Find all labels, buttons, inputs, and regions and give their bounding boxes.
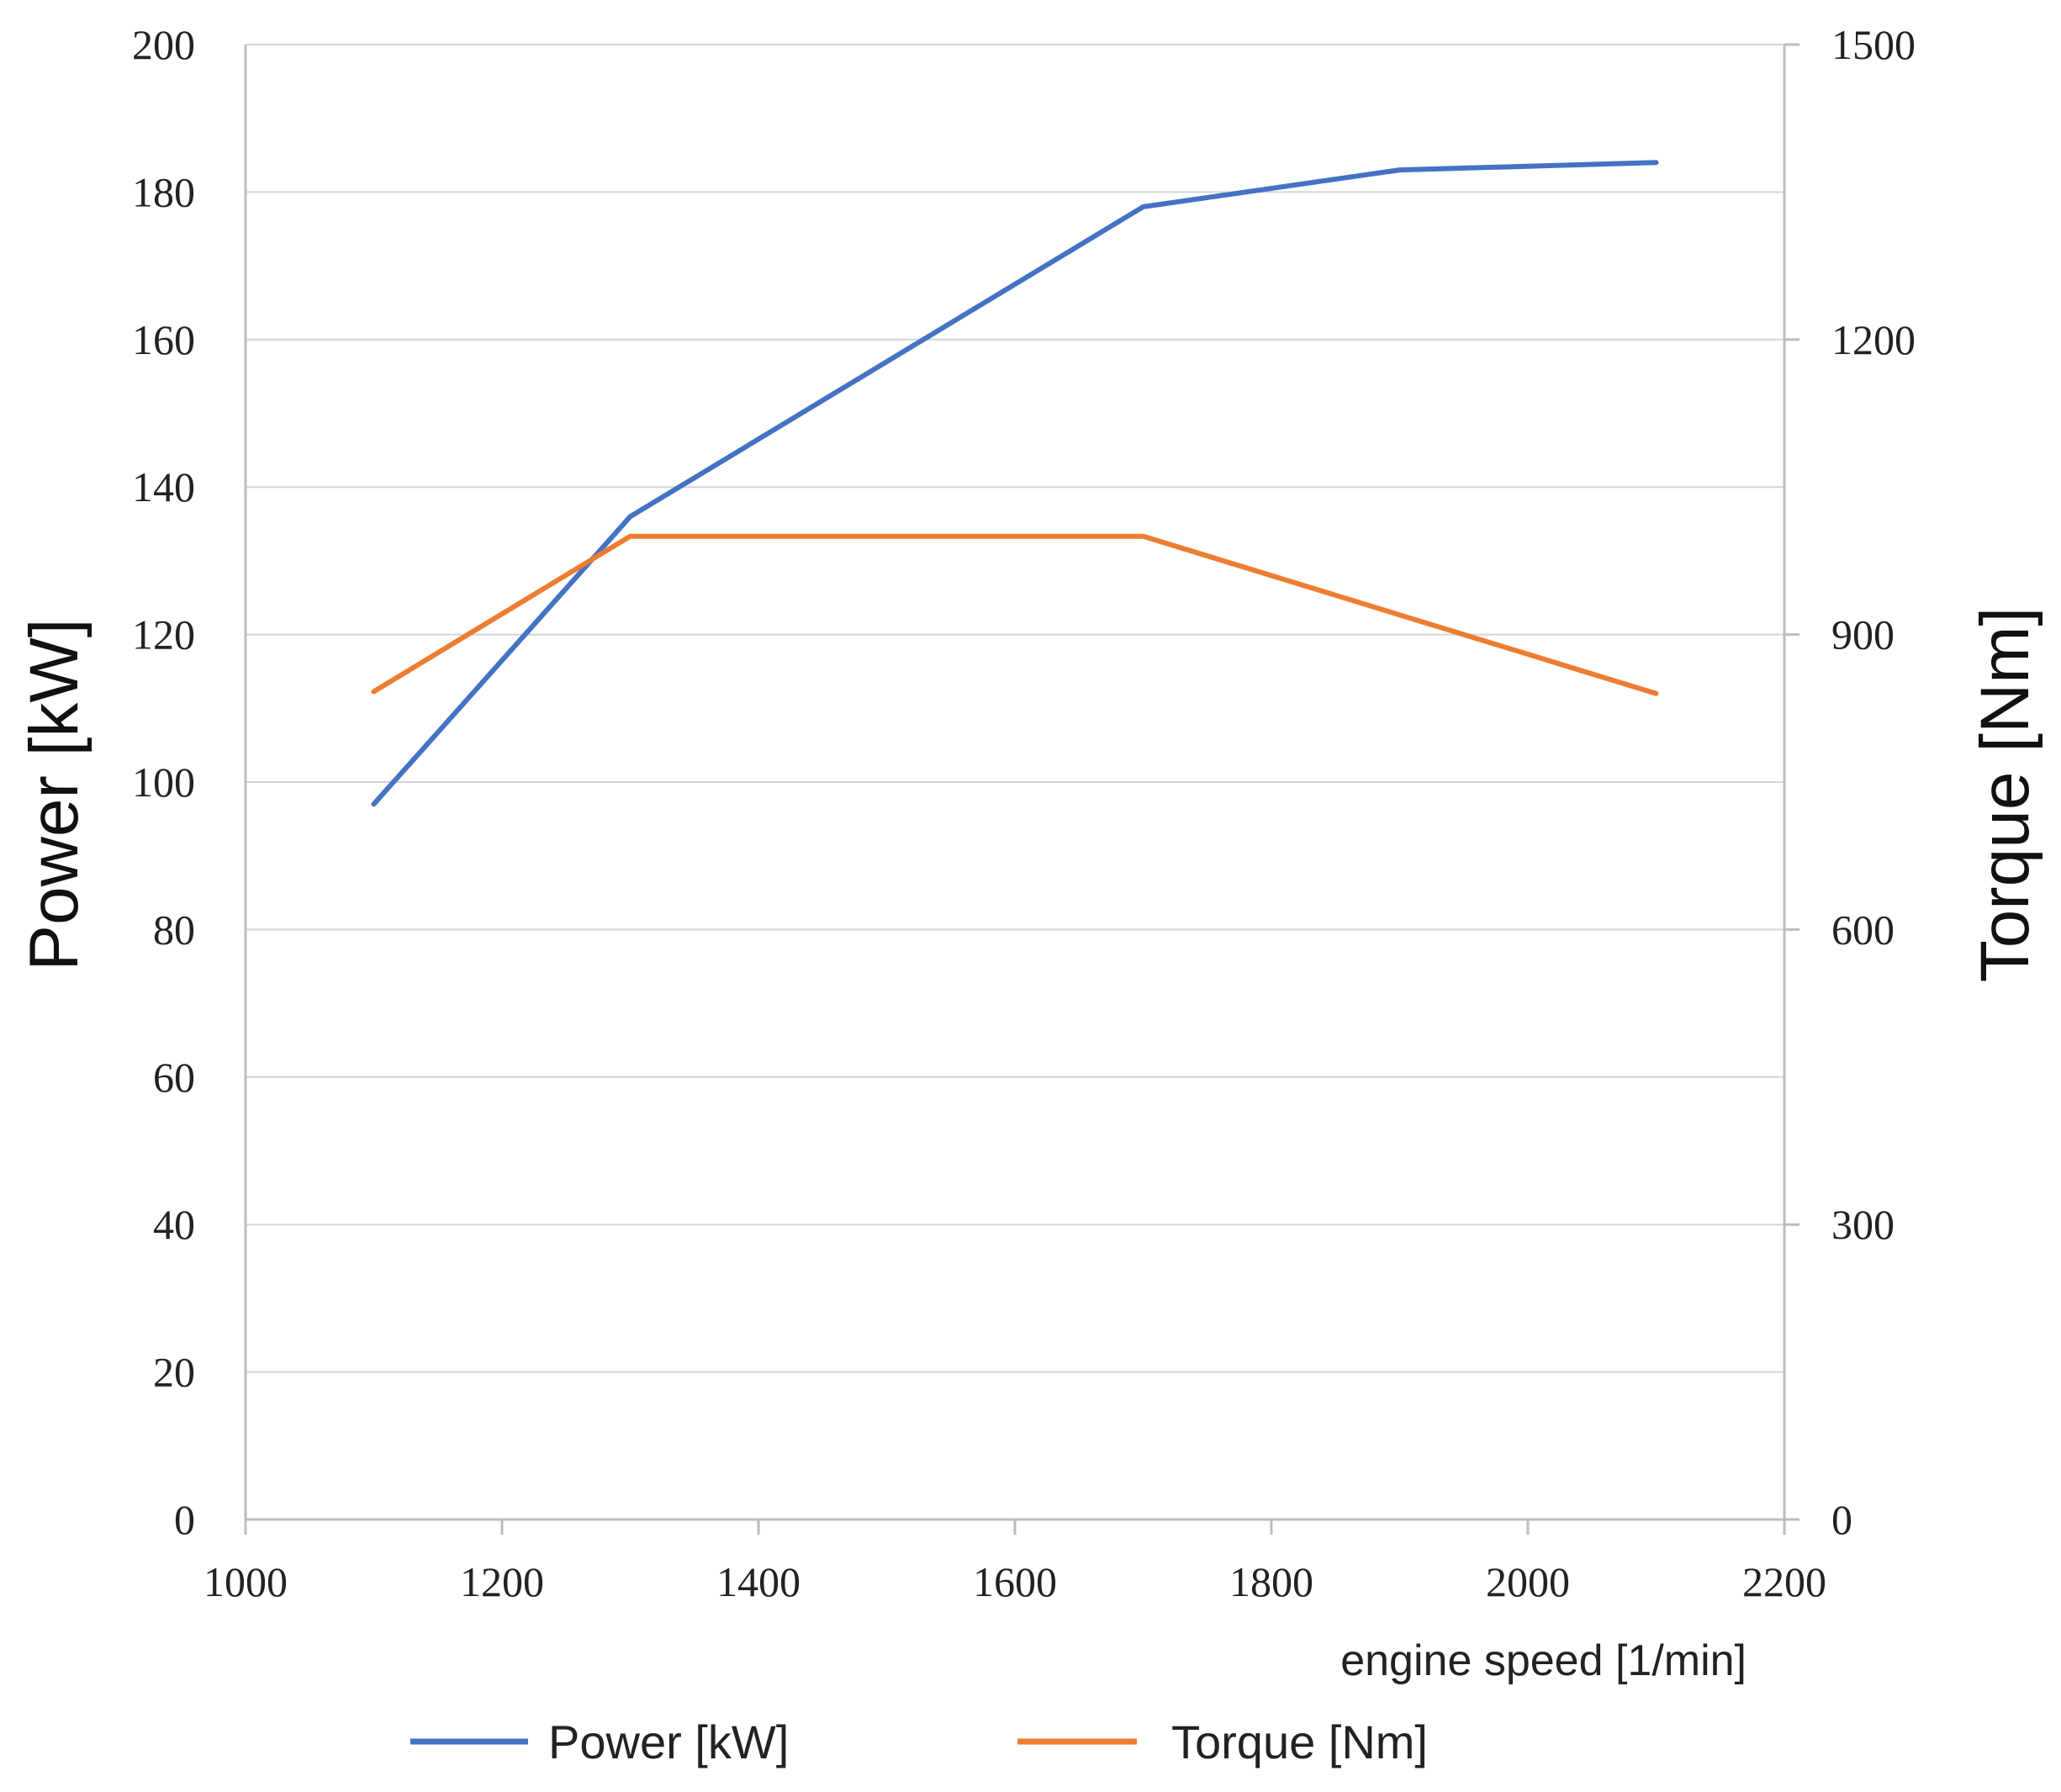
y-axis-title: Power [kW] [16, 618, 92, 970]
y2-axis-title: Torque [Nm] [1967, 607, 2043, 983]
y-tick-label: 80 [153, 906, 195, 953]
legend-label-torque: Torque [Nm] [1171, 1715, 1428, 1768]
x-axis-title: engine speed [1/min] [1340, 1636, 1747, 1685]
series-layer [371, 160, 1659, 807]
x-tick-label: 1200 [460, 1558, 544, 1605]
y-tick-label: 20 [153, 1349, 195, 1396]
x-tick-label: 1000 [203, 1558, 288, 1605]
y2-tick-label: 0 [1831, 1496, 1852, 1543]
y-tick-label: 100 [132, 759, 195, 806]
y-tick-label: 0 [174, 1496, 195, 1543]
x-tick-label: 1800 [1229, 1558, 1313, 1605]
x-tick-label: 2200 [1742, 1558, 1826, 1605]
series-line-torque [371, 533, 1659, 696]
y-tick-label: 60 [153, 1054, 195, 1101]
y-tick-label: 160 [132, 316, 195, 363]
series-line-power [371, 160, 1659, 807]
y2-tick-label: 900 [1831, 611, 1895, 658]
y2-tick-label: 1500 [1831, 21, 1916, 68]
x-tick-label: 2000 [1486, 1558, 1570, 1605]
x-tick-label: 1600 [973, 1558, 1057, 1605]
y-tick-label: 200 [132, 21, 195, 68]
y-tick-label: 180 [132, 168, 195, 215]
y2-tick-label: 600 [1831, 906, 1895, 953]
y-tick-label: 120 [132, 611, 195, 658]
grid-layer [246, 44, 1784, 1520]
label-layer: Power [kW] Torque [Nm] engine speed [1/m… [16, 607, 2043, 1685]
y-tick-label: 40 [153, 1201, 195, 1248]
axis-layer: 0204060801001201401601802000300600900120… [132, 21, 1916, 1605]
y2-tick-label: 1200 [1831, 316, 1916, 363]
x-tick-label: 1400 [716, 1558, 801, 1605]
y-tick-label: 140 [132, 463, 195, 510]
legend: Power [kW] Torque [Nm] [410, 1715, 1428, 1768]
y2-tick-label: 300 [1831, 1201, 1895, 1248]
legend-label-power: Power [kW] [548, 1715, 789, 1768]
